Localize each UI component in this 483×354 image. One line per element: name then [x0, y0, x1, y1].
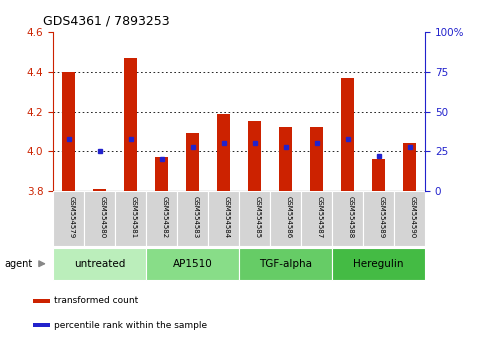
Bar: [239, 191, 270, 246]
Bar: [332, 248, 425, 280]
Bar: [248, 121, 261, 191]
Bar: [33, 324, 50, 327]
Text: percentile rank within the sample: percentile rank within the sample: [54, 321, 207, 330]
Text: AP1510: AP1510: [173, 259, 213, 269]
Bar: [84, 191, 115, 246]
Bar: [53, 191, 84, 246]
Bar: [146, 191, 177, 246]
Text: GSM554584: GSM554584: [224, 195, 229, 238]
Bar: [115, 191, 146, 246]
Text: GSM554582: GSM554582: [162, 195, 168, 238]
Text: GSM554589: GSM554589: [379, 195, 384, 238]
Bar: [217, 114, 230, 191]
Bar: [332, 191, 363, 246]
Bar: [279, 127, 292, 191]
Bar: [403, 143, 416, 191]
Bar: [270, 191, 301, 246]
Text: untreated: untreated: [74, 259, 125, 269]
Text: GDS4361 / 7893253: GDS4361 / 7893253: [43, 14, 170, 27]
Text: GSM554586: GSM554586: [285, 195, 292, 238]
Bar: [186, 133, 199, 191]
Text: GSM554587: GSM554587: [316, 195, 323, 238]
Text: GSM554579: GSM554579: [69, 195, 75, 238]
Text: Heregulin: Heregulin: [353, 259, 404, 269]
Bar: [239, 248, 332, 280]
Bar: [62, 72, 75, 191]
Bar: [93, 189, 106, 191]
Bar: [208, 191, 239, 246]
Bar: [146, 248, 239, 280]
Bar: [177, 191, 208, 246]
Bar: [301, 191, 332, 246]
Text: GSM554581: GSM554581: [130, 195, 137, 238]
Bar: [33, 299, 50, 303]
Text: GSM554585: GSM554585: [255, 195, 261, 238]
Text: agent: agent: [5, 259, 33, 269]
Text: GSM554590: GSM554590: [410, 195, 415, 238]
Text: GSM554583: GSM554583: [193, 195, 199, 238]
Bar: [394, 191, 425, 246]
Bar: [341, 78, 354, 191]
Bar: [125, 58, 137, 191]
Text: GSM554580: GSM554580: [99, 195, 106, 238]
Text: transformed count: transformed count: [54, 296, 138, 305]
Bar: [53, 248, 146, 280]
Text: GSM554588: GSM554588: [348, 195, 354, 238]
Bar: [156, 157, 168, 191]
Bar: [311, 127, 323, 191]
Text: TGF-alpha: TGF-alpha: [259, 259, 312, 269]
Bar: [372, 159, 385, 191]
Bar: [363, 191, 394, 246]
